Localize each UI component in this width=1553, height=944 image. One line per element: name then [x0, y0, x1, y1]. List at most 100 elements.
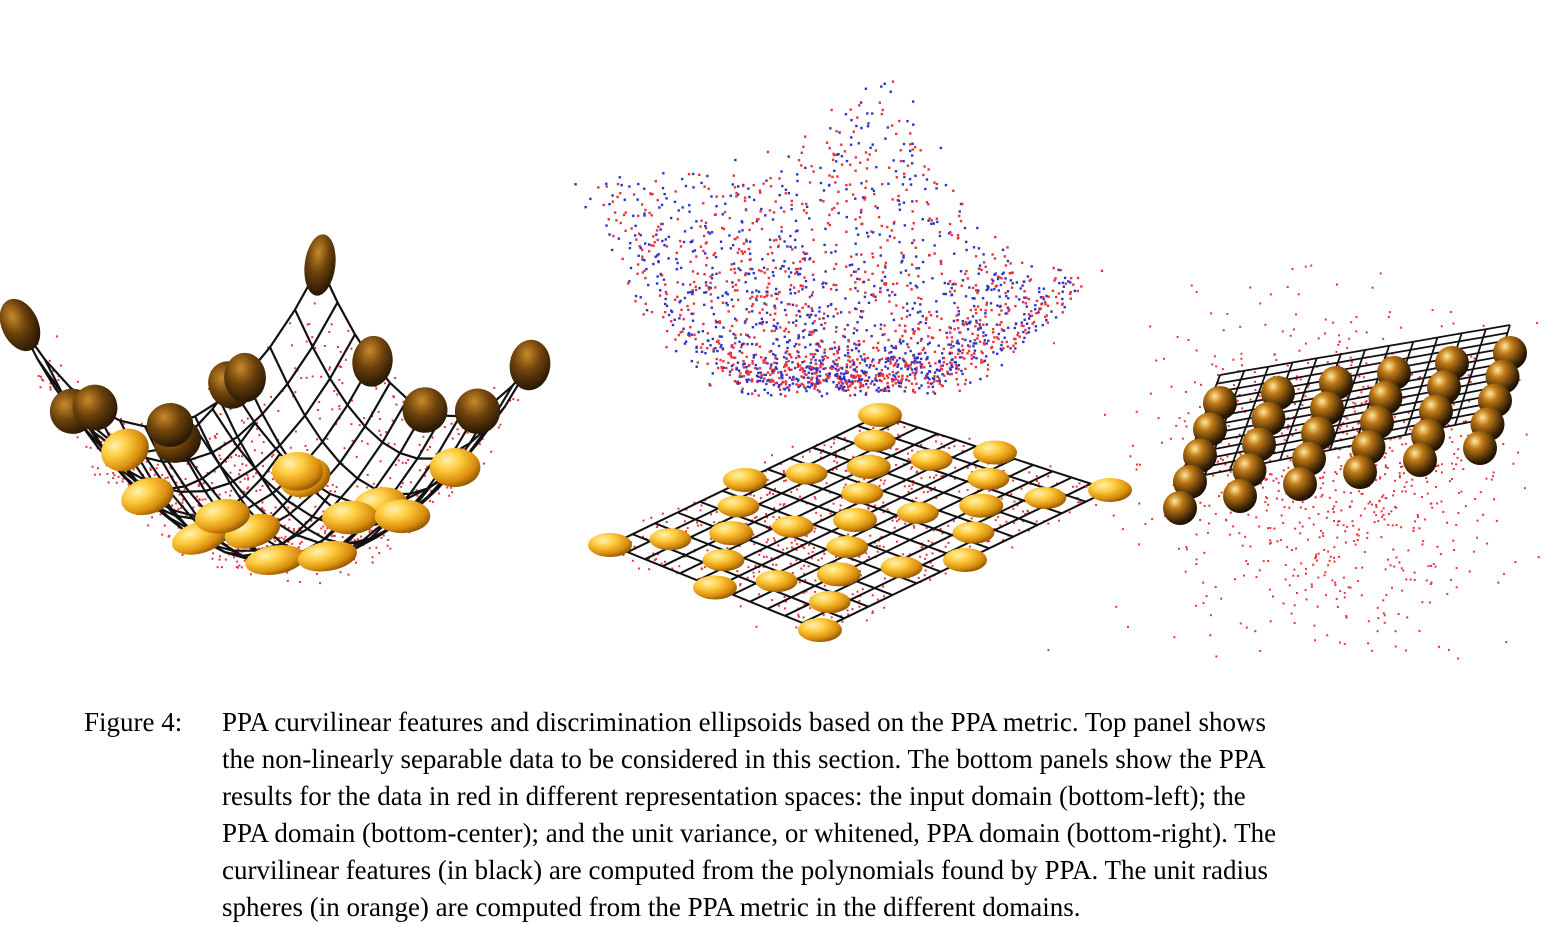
- data-point: [1028, 314, 1032, 318]
- data-point: [894, 377, 897, 381]
- data-point: [1243, 574, 1246, 577]
- data-point: [1405, 481, 1408, 484]
- data-point: [911, 100, 915, 103]
- data-point: [855, 307, 858, 311]
- data-point: [898, 338, 902, 341]
- data-point: [950, 346, 953, 349]
- data-point: [808, 316, 811, 319]
- data-point: [848, 384, 852, 388]
- data-point: [1222, 329, 1225, 332]
- data-point: [1181, 437, 1184, 440]
- data-point: [911, 328, 915, 331]
- data-point: [800, 367, 803, 370]
- data-point: [788, 339, 791, 342]
- data-point: [1007, 297, 1010, 300]
- data-point: [774, 292, 777, 295]
- data-point: [1228, 533, 1231, 536]
- data-point: [679, 266, 683, 270]
- data-point: [826, 314, 830, 318]
- data-point: [864, 357, 867, 360]
- data-point: [605, 224, 608, 227]
- data-point: [914, 372, 917, 375]
- data-point: [715, 511, 718, 514]
- data-point: [941, 474, 944, 477]
- data-point: [851, 380, 854, 383]
- data-point: [856, 321, 859, 324]
- data-point: [785, 479, 788, 482]
- data-point: [166, 476, 169, 479]
- data-point: [744, 272, 748, 275]
- data-point: [1401, 490, 1404, 493]
- data-point: [902, 142, 906, 146]
- data-point: [854, 343, 858, 347]
- data-point: [374, 385, 377, 388]
- data-point: [703, 566, 706, 569]
- data-point: [263, 403, 266, 406]
- data-point: [738, 381, 742, 385]
- data-point: [734, 333, 737, 337]
- data-point: [902, 553, 905, 556]
- data-point: [838, 131, 841, 134]
- data-point: [832, 352, 836, 356]
- data-point: [755, 218, 759, 221]
- data-point: [1035, 480, 1038, 483]
- data-point: [860, 253, 863, 256]
- data-point: [701, 342, 704, 346]
- data-point: [915, 370, 918, 373]
- data-point: [1229, 470, 1232, 473]
- data-point: [710, 537, 713, 540]
- data-point: [289, 322, 292, 325]
- data-point: [637, 254, 640, 257]
- data-point: [821, 340, 824, 343]
- data-point: [140, 422, 143, 425]
- data-point: [804, 302, 807, 306]
- data-point: [1447, 424, 1450, 427]
- data-point: [664, 238, 667, 241]
- data-point: [1324, 318, 1327, 321]
- data-point: [856, 374, 860, 377]
- data-point: [844, 379, 847, 382]
- data-point: [161, 533, 164, 536]
- data-point: [1384, 568, 1387, 571]
- data-point: [1384, 452, 1387, 455]
- data-point: [855, 227, 858, 230]
- data-point: [499, 423, 502, 426]
- data-point: [765, 311, 769, 315]
- data-point: [926, 376, 930, 379]
- ellipsoid: [0, 298, 41, 352]
- data-point: [891, 198, 894, 201]
- data-point: [652, 552, 655, 555]
- data-point: [910, 288, 913, 291]
- data-point: [1240, 357, 1243, 360]
- data-point: [1022, 340, 1025, 344]
- data-point: [854, 375, 858, 378]
- data-point: [911, 148, 914, 151]
- data-point: [361, 440, 364, 443]
- data-point: [787, 191, 791, 195]
- data-point: [1365, 331, 1368, 334]
- data-point: [1315, 559, 1318, 562]
- data-point: [752, 353, 756, 357]
- data-point: [721, 213, 724, 216]
- data-point: [691, 290, 694, 294]
- data-point: [791, 378, 795, 381]
- data-point: [1295, 378, 1298, 381]
- data-point: [753, 336, 756, 339]
- data-point: [970, 517, 973, 520]
- data-point: [1246, 562, 1249, 565]
- data-point: [675, 268, 679, 271]
- data-point: [915, 382, 918, 386]
- data-point: [326, 527, 329, 530]
- data-point: [859, 101, 863, 104]
- data-point: [880, 85, 883, 88]
- data-point: [229, 408, 232, 411]
- data-point: [813, 495, 816, 498]
- ellipsoid: [297, 541, 358, 572]
- data-point: [897, 384, 901, 388]
- data-point: [643, 258, 646, 262]
- data-point: [314, 346, 317, 349]
- data-point: [670, 310, 674, 314]
- data-point: [1015, 281, 1019, 284]
- data-point: [1352, 401, 1355, 404]
- data-point: [845, 265, 848, 268]
